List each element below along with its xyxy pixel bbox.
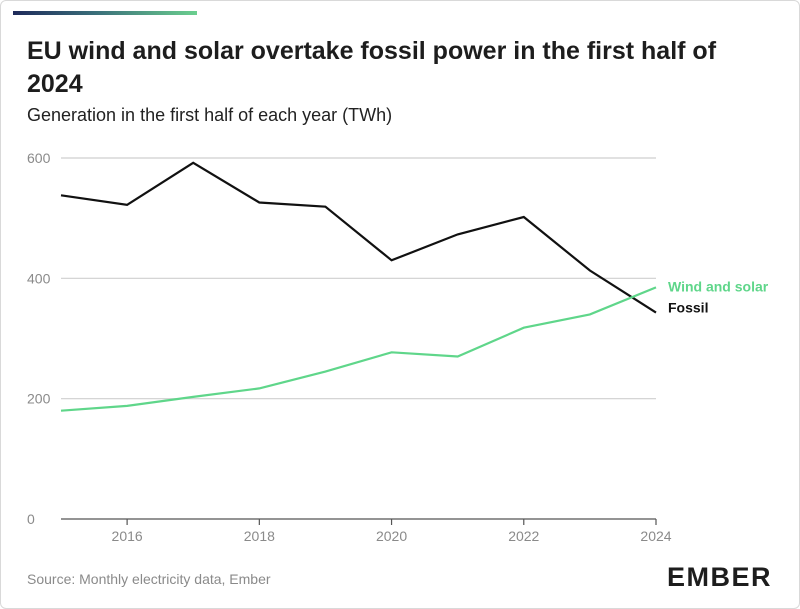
- series-label-wind-and-solar: Wind and solar: [668, 278, 769, 294]
- y-tick-label-200: 200: [27, 391, 51, 407]
- y-tick-label-0: 0: [27, 511, 35, 527]
- series-label-fossil: Fossil: [668, 300, 708, 316]
- accent-bar: [13, 11, 197, 15]
- x-tick-label-2020: 2020: [376, 528, 407, 544]
- chart-subtitle: Generation in the first half of each yea…: [27, 105, 393, 125]
- ember-logo: EMBER: [667, 562, 772, 592]
- ember-logo-text: EMBER: [667, 562, 772, 592]
- chart-title: EU wind and solar overtake fossil power …: [27, 37, 717, 98]
- x-tick-label-2016: 2016: [112, 528, 143, 544]
- series-line-fossil: [60, 161, 657, 314]
- x-tick-label-2022: 2022: [508, 528, 539, 544]
- y-tick-label-400: 400: [27, 270, 51, 286]
- x-tick-label-2024: 2024: [640, 528, 671, 544]
- source-note: Source: Monthly electricity data, Ember: [27, 571, 271, 587]
- x-tick-label-2018: 2018: [244, 528, 275, 544]
- series-line-wind-and-solar: [60, 286, 657, 412]
- y-tick-label-600: 600: [27, 150, 51, 166]
